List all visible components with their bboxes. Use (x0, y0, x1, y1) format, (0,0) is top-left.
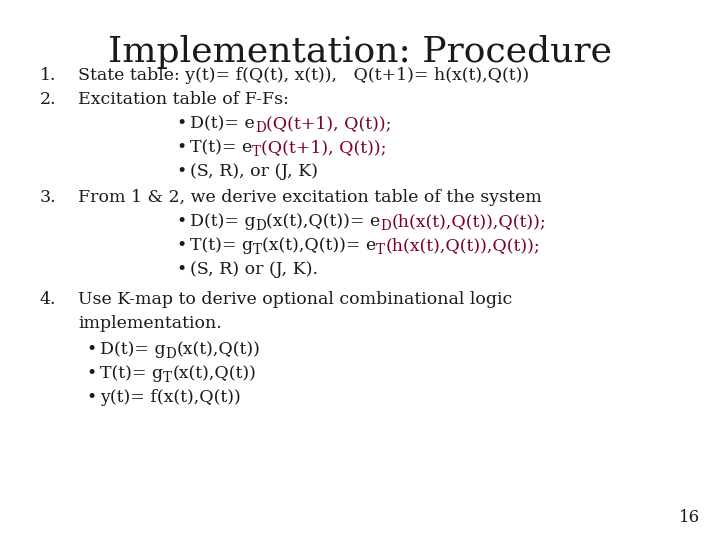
Text: D(t)= e: D(t)= e (190, 115, 255, 132)
Text: (Q(t+1), Q(t));: (Q(t+1), Q(t)); (261, 139, 387, 156)
Text: (S, R), or (J, K): (S, R), or (J, K) (190, 163, 318, 180)
Text: y(t)= f(x(t),Q(t)): y(t)= f(x(t),Q(t)) (100, 389, 240, 406)
Text: •: • (176, 237, 186, 254)
Text: •: • (176, 115, 186, 132)
Text: (h(x(t),Q(t)),Q(t));: (h(x(t),Q(t)),Q(t)); (385, 237, 540, 254)
Text: •: • (176, 261, 186, 278)
Text: (x(t),Q(t)): (x(t),Q(t)) (172, 365, 256, 382)
Text: D(t)= g: D(t)= g (100, 341, 166, 358)
Text: T(t)= g: T(t)= g (100, 365, 163, 382)
Text: T: T (252, 145, 261, 159)
Text: •: • (86, 389, 96, 406)
Text: Implementation: Procedure: Implementation: Procedure (108, 35, 612, 69)
Text: •: • (86, 341, 96, 358)
Text: •: • (176, 213, 186, 230)
Text: (x(t),Q(t))= e: (x(t),Q(t))= e (262, 237, 377, 254)
Text: From 1 & 2, we derive excitation table of the system: From 1 & 2, we derive excitation table o… (78, 189, 541, 206)
Text: implementation.: implementation. (78, 315, 222, 332)
Text: D: D (256, 219, 266, 233)
Text: •: • (176, 163, 186, 180)
Text: (S, R) or (J, K).: (S, R) or (J, K). (190, 261, 318, 278)
Text: T(t)= g: T(t)= g (190, 237, 253, 254)
Text: •: • (86, 365, 96, 382)
Text: T: T (377, 242, 385, 256)
Text: Use K-map to derive optional combinational logic: Use K-map to derive optional combination… (78, 291, 512, 308)
Text: (Q(t+1), Q(t));: (Q(t+1), Q(t)); (266, 115, 391, 132)
Text: State table: y(t)= f(Q(t), x(t)),   Q(t+1)= h(x(t),Q(t)): State table: y(t)= f(Q(t), x(t)), Q(t+1)… (78, 67, 529, 84)
Text: T: T (253, 242, 262, 256)
Text: 3.: 3. (40, 189, 57, 206)
Text: D(t)= g: D(t)= g (190, 213, 256, 230)
Text: (x(t),Q(t)): (x(t),Q(t)) (176, 341, 260, 358)
Text: (h(x(t),Q(t)),Q(t));: (h(x(t),Q(t)),Q(t)); (392, 213, 546, 230)
Text: •: • (176, 139, 186, 156)
Text: 16: 16 (679, 509, 700, 526)
Text: T: T (163, 370, 172, 384)
Text: D: D (166, 347, 176, 361)
Text: T(t)= e: T(t)= e (190, 139, 252, 156)
Text: 2.: 2. (40, 91, 57, 108)
Text: D: D (255, 120, 266, 134)
Text: Excitation table of F-Fs:: Excitation table of F-Fs: (78, 91, 289, 108)
Text: 1.: 1. (40, 67, 56, 84)
Text: 4.: 4. (40, 291, 56, 308)
Text: (x(t),Q(t))= e: (x(t),Q(t))= e (266, 213, 381, 230)
Text: D: D (381, 219, 392, 233)
